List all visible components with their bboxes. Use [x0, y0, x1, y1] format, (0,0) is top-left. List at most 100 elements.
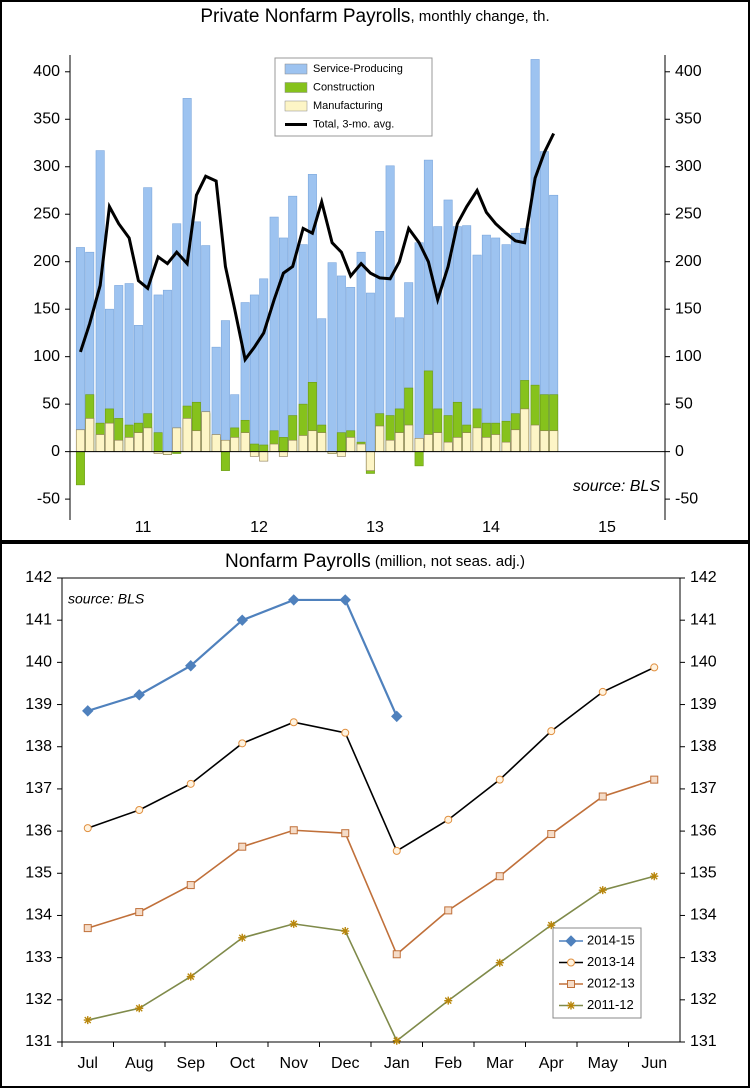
- bar: [269, 443, 279, 452]
- legend-swatch: [284, 100, 308, 112]
- bar: [114, 439, 124, 452]
- bar: [95, 434, 105, 452]
- bar: [153, 294, 163, 452]
- y-tick-label: 350: [33, 110, 60, 127]
- point: [238, 933, 247, 942]
- bar: [201, 411, 211, 452]
- point: [341, 728, 350, 737]
- bar: [269, 216, 279, 452]
- annotation: source: BLS: [573, 478, 660, 495]
- point: [289, 919, 298, 928]
- x-tick-label: Dec: [331, 1055, 359, 1072]
- point: [547, 830, 556, 839]
- bar: [472, 427, 482, 452]
- bar: [404, 424, 414, 452]
- point: [598, 886, 607, 895]
- y-tick-label: 133: [25, 949, 52, 966]
- point: [547, 727, 556, 736]
- y-tick-label: 136: [25, 822, 52, 839]
- bar: [249, 443, 259, 452]
- y-tick-label: 300: [33, 158, 60, 175]
- x-tick-label: Aug: [125, 1055, 153, 1072]
- point: [238, 739, 247, 748]
- y2-tick-label: 150: [675, 300, 702, 317]
- bar: [510, 429, 520, 452]
- point: [236, 614, 248, 626]
- point: [392, 1036, 401, 1045]
- point: [186, 972, 195, 981]
- y-tick-label: 140: [25, 654, 52, 671]
- y-tick-label: 131: [25, 1033, 52, 1050]
- y2-tick-label: 300: [675, 158, 702, 175]
- point: [567, 958, 575, 967]
- bar: [481, 234, 491, 452]
- legend-label: Construction: [313, 81, 375, 93]
- y2-tick-label: 137: [690, 780, 717, 797]
- y2-tick-label: 0: [675, 443, 684, 460]
- bar: [520, 408, 530, 452]
- bar: [249, 294, 259, 452]
- bar: [259, 444, 269, 452]
- bar: [414, 242, 424, 452]
- bar: [336, 432, 346, 452]
- y-tick-label: 134: [25, 907, 52, 924]
- x-tick-label: Sep: [177, 1055, 206, 1072]
- y2-tick-label: 140: [690, 654, 717, 671]
- bar: [259, 451, 269, 462]
- bar: [75, 429, 85, 452]
- bar: [230, 437, 240, 452]
- bar: [336, 275, 346, 452]
- x-tick-label: Mar: [486, 1055, 514, 1072]
- y2-tick-label: 250: [675, 205, 702, 222]
- point: [650, 872, 659, 881]
- bar: [423, 434, 433, 452]
- point: [133, 689, 145, 701]
- x-tick-label: 11: [135, 519, 152, 536]
- bar: [298, 435, 308, 452]
- y2-tick-label: 100: [675, 348, 702, 365]
- y2-tick-label: -50: [675, 490, 698, 507]
- point: [598, 687, 607, 696]
- bar: [356, 443, 366, 452]
- point: [392, 846, 401, 855]
- y-tick-label: 135: [25, 864, 52, 881]
- bar: [133, 432, 143, 452]
- y-tick-label: 139: [25, 696, 52, 713]
- legend-label: 2013-14: [587, 954, 635, 969]
- bar: [143, 427, 153, 452]
- bar: [104, 422, 114, 452]
- x-tick-label: Nov: [280, 1055, 308, 1072]
- legend-label: 2012-13: [587, 975, 635, 990]
- bar: [414, 451, 424, 467]
- series-line: [87, 875, 655, 1042]
- point: [289, 718, 298, 727]
- bar: [365, 292, 375, 452]
- y-tick-label: 138: [25, 738, 52, 755]
- x-tick-label: Oct: [230, 1055, 255, 1072]
- bar: [182, 98, 192, 452]
- point: [650, 775, 659, 784]
- point: [444, 906, 453, 915]
- series-line: [87, 666, 655, 853]
- bar: [162, 289, 172, 452]
- total-line: [79, 132, 556, 364]
- bar: [220, 439, 230, 452]
- bar: [385, 439, 395, 452]
- y-tick-label: 132: [25, 991, 52, 1008]
- bar: [375, 425, 385, 452]
- point: [598, 792, 607, 801]
- y2-tick-label: 142: [690, 569, 717, 586]
- bar: [549, 430, 559, 452]
- bar: [317, 432, 327, 452]
- point: [135, 1004, 144, 1013]
- point: [341, 829, 350, 838]
- bar: [288, 439, 298, 452]
- point: [83, 824, 92, 833]
- x-tick-label: May: [588, 1055, 618, 1072]
- y-tick-label: 142: [25, 569, 52, 586]
- point: [83, 1016, 92, 1025]
- bar: [346, 287, 356, 452]
- point: [83, 924, 92, 933]
- bar: [143, 187, 153, 452]
